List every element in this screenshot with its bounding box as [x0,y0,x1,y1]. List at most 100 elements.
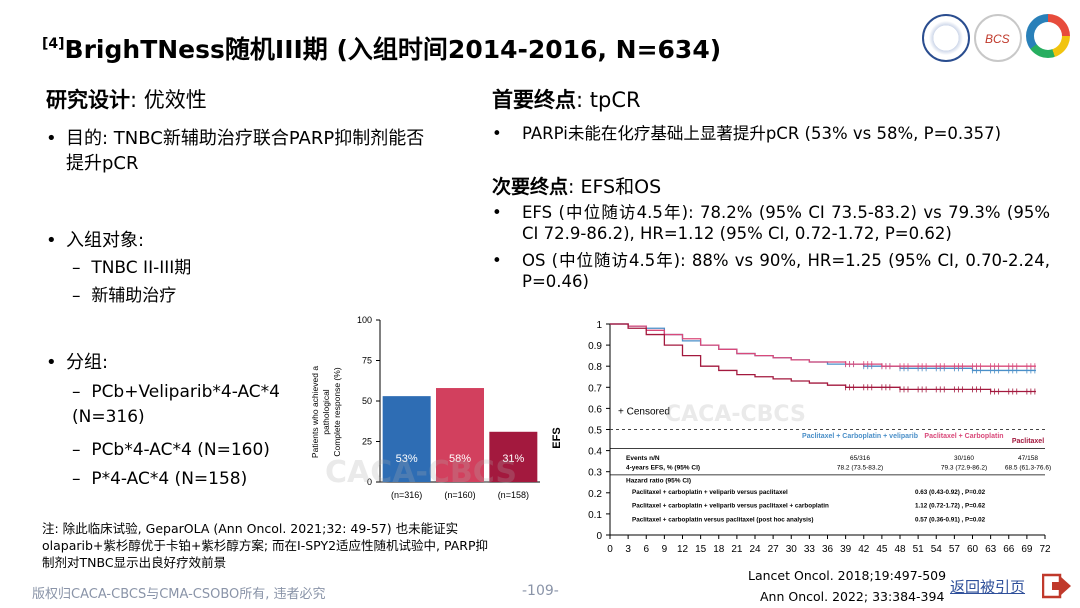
bar-ylabel-2: pathological [321,389,331,434]
km-ylabel: EFS [551,427,563,448]
km-x-tick-label: 9 [662,544,668,555]
km-events-label: Events n/N [626,455,660,462]
km-y-tick-label: 0.4 [588,447,602,458]
km-y-tick-label: 0 [596,531,602,542]
primary-bullet: • PARPi未能在化疗基础上显著提升pCR (53% vs 58%, P=0.… [492,124,1002,143]
group-item: – PCb+Veliparib*4-AC*4 (N=316) [72,382,280,427]
km-x-tick-label: 21 [731,544,743,555]
bar-category-label: (n=160) [444,490,475,500]
km-y-tick-label: 0.5 [588,426,602,437]
footnote: 注: 除此临床试验, GeparOLA (Ann Oncol. 2021;32:… [42,521,488,570]
km-x-tick-label: 72 [1039,544,1051,555]
society-seal-logo [922,14,970,62]
km-x-tick-label: 51 [913,544,925,555]
bar-category-label: (n=316) [391,490,422,500]
km-x-tick-label: 42 [858,544,870,555]
km-x-tick-label: 66 [1003,544,1015,555]
km-table-header: Paclitaxel [1012,438,1044,445]
km-table-header: Paclitaxel + Carboplatin + veliparib [802,433,918,440]
group-item: – PCb*4-AC*4 (N=160) [72,440,270,460]
slide-title: [4]BrighTNess随机III期 (入组时间2014-2016, N=63… [42,30,721,66]
reference-2: Ann Oncol. 2022; 33:384-394 [760,589,945,604]
km-x-tick-label: 39 [840,544,852,555]
km-x-tick-label: 15 [695,544,707,555]
km-x-tick-label: 45 [876,544,888,555]
bar-y-tick-label: 100 [357,315,372,325]
bar-y-tick-label: 50 [362,396,372,406]
km-x-tick-label: 54 [931,544,943,555]
km-x-tick-label: 57 [949,544,961,555]
km-series-line [610,323,1036,367]
pcr-bar-chart: Patients who achieved a pathological Com… [310,315,540,500]
reference-1: Lancet Oncol. 2018;19:497-509 [748,568,947,583]
km-y-tick-label: 0.6 [588,404,602,415]
purpose-bullet: • 目的: TNBC新辅助治疗联合PARP抑制剂能否提升pCR [46,128,425,174]
km-x-tick-label: 69 [1021,544,1033,555]
os-bullet: • OS (中位随访4.5年): 88% vs 90%, HR=1.25 (95… [492,251,1050,291]
population-item: – 新辅助治疗 [72,286,177,306]
bar-data-label: 53% [396,453,418,465]
km-x-tick-label: 18 [713,544,725,555]
group-item: – P*4-AC*4 (N=158) [72,469,248,489]
km-y-tick-label: 1 [596,320,602,331]
watermark: CACA-CBCS [325,455,517,490]
km-efs-label: 4-years EFS, % (95% CI) [626,465,700,472]
km-x-tick-label: 36 [822,544,834,555]
km-efs-value: 78.2 (73.5-83.2) [837,465,883,472]
km-x-tick-label: 27 [768,544,780,555]
km-y-tick-label: 0.8 [588,362,602,373]
km-hr-row-label: Paclitaxel + carboplatin versus paclitax… [632,516,813,523]
km-x-tick-label: 48 [894,544,906,555]
km-hr-row-label: Paclitaxel + carboplatin + veliparib ver… [632,489,788,496]
km-x-tick-label: 12 [677,544,689,555]
km-hr-row-label: Paclitaxel + carboplatin + veliparib ver… [632,503,829,510]
km-efs-value: 68.5 (61.3-76.6) [1005,465,1051,472]
km-events-value: 65/316 [850,455,870,462]
group-bullet: • 分组: [46,352,109,373]
design-heading: 研究设计: 优效性 [46,88,207,112]
bar-data-label: 31% [502,453,524,465]
bar-y-tick-label: 75 [362,356,372,366]
return-arrow-icon[interactable] [1042,572,1072,600]
km-x-tick-label: 3 [625,544,631,555]
watermark-2: CACA-CBCS [665,402,806,427]
bar-ylabel-1: Patients who achieved a [310,366,320,458]
copyright-text: 版权归CACA-CBCS与CMA-CSOBO所有, 违者必究 [32,587,326,602]
efs-km-chart: EFS 00.10.20.30.40.50.60.70.80.910 3 6 9 12 1… [551,320,1051,555]
km-efs-value: 79.3 (72.9-86.2) [941,465,987,472]
km-y-tick-label: 0.9 [588,341,602,352]
km-hr-row-value: 1.12 (0.72-1.72) , P=0.62 [915,503,986,510]
bar-category-label: (n=158) [498,490,529,500]
km-x-tick-label: 33 [804,544,816,555]
title-ref: [4] [42,36,65,52]
svg-text:BCS: BCS [985,32,1010,46]
km-x-tick-label: 30 [786,544,798,555]
km-hr-row-value: 0.63 (0.43-0.92) , P=0.02 [915,489,986,496]
km-y-tick-label: 0.7 [588,383,602,394]
secondary-endpoint-heading: 次要终点: EFS和OS [492,176,662,198]
km-series-line [610,323,1036,393]
efs-bullet: • EFS (中位随访4.5年): 78.2% (95% CI 73.5-83.… [492,203,1050,243]
primary-endpoint-heading: 首要终点: tpCR [492,88,641,112]
bar [489,431,538,482]
km-x-tick-label: 24 [749,544,761,555]
bar-y-tick-label: 25 [362,437,372,447]
km-x-tick-label: 60 [967,544,979,555]
km-hr-label: Hazard ratio (95% CI) [626,477,691,484]
km-x-tick-label: 0 [607,544,613,555]
km-events-value: 30/160 [954,455,974,462]
km-table-header: Paclitaxel + Carboplatin [924,433,1003,440]
km-events-value: 47/158 [1018,455,1038,462]
km-censored-label: + Censored [618,407,670,418]
bar [382,396,431,482]
bar [436,388,484,482]
bar-ylabel-3: Complete response (%) [332,367,342,456]
back-link[interactable]: 返回被引页 [950,578,1026,596]
km-y-tick-label: 0.1 [588,510,602,521]
km-y-tick-label: 0.3 [588,468,602,479]
association-logo [1026,14,1070,58]
km-x-tick-label: 63 [985,544,997,555]
bcs-logo: BCS [974,14,1022,62]
page-number: -109- [522,583,559,599]
km-hr-row-value: 0.57 (0.36-0.91) , P=0.02 [915,516,986,523]
